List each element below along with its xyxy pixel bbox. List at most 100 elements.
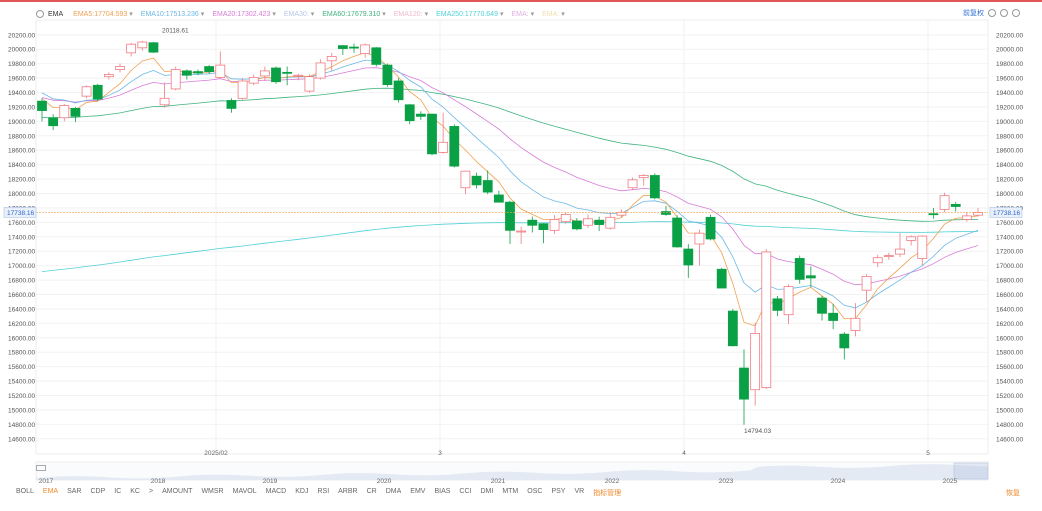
tab-amount[interactable]: AMOUNT xyxy=(162,488,193,495)
tab-vr[interactable]: VR xyxy=(574,488,585,495)
adjust-mode-link[interactable]: 前复权 xyxy=(963,10,984,17)
refresh-icon[interactable] xyxy=(988,9,996,17)
y-tick-label-right: 19400.00 xyxy=(996,90,1023,97)
tab-cdp[interactable]: CDP xyxy=(90,488,106,495)
candle-body xyxy=(928,213,939,216)
y-tick-label-right: 16400.00 xyxy=(996,306,1023,313)
candle-body xyxy=(326,56,337,62)
zoom-in-icon[interactable] xyxy=(1012,9,1020,17)
y-tick-label-left: 14800.00 xyxy=(8,422,35,429)
tab-kdj[interactable]: KDJ xyxy=(295,488,309,495)
caret-icon: ▾ xyxy=(499,11,504,18)
tab-rsi[interactable]: RSI xyxy=(317,488,330,495)
candle-body xyxy=(282,71,293,74)
caret-icon: ▾ xyxy=(561,11,565,18)
candle-body xyxy=(605,216,616,229)
candle-body xyxy=(649,175,660,199)
tab-wmsr[interactable]: WMSR xyxy=(201,488,224,495)
tab-boll[interactable]: BOLL xyxy=(16,488,34,495)
candle-body xyxy=(939,195,950,210)
candle-body xyxy=(883,255,894,257)
tab-bias[interactable]: BIAS xyxy=(434,488,451,495)
candle-body xyxy=(839,333,850,349)
y-tick-label-left: 19400.00 xyxy=(8,90,35,97)
candle-body xyxy=(505,201,515,231)
settings-icon[interactable] xyxy=(36,10,44,18)
candle-body xyxy=(315,62,326,79)
candle-body xyxy=(360,44,371,54)
y-tick-label-left: 16200.00 xyxy=(8,321,35,328)
tab-kc[interactable]: KC xyxy=(130,488,140,495)
candle-body xyxy=(37,100,47,111)
y-tick-label-left: 17200.00 xyxy=(8,249,35,256)
candle-body xyxy=(950,203,961,207)
legend-item: EMA: ▾ xyxy=(511,11,535,18)
candle-body xyxy=(973,212,983,216)
tab-osc[interactable]: OSC xyxy=(527,488,543,495)
candle-body xyxy=(616,211,627,216)
tab-sar[interactable]: SAR xyxy=(67,488,82,495)
candle-body xyxy=(271,67,281,83)
candle-body xyxy=(159,97,170,106)
navigator-year-label: 2021 xyxy=(491,478,506,485)
tab-ema[interactable]: EMA xyxy=(42,488,59,495)
current-price-label-left: 17738.16 xyxy=(7,210,34,217)
y-tick-label-right: 19600.00 xyxy=(996,76,1023,83)
candle-body xyxy=(226,100,237,109)
x-tick-label: 4 xyxy=(682,450,686,457)
tab-dmi[interactable]: DMI xyxy=(480,488,494,495)
tab-mtm[interactable]: MTM xyxy=(502,488,519,495)
candle-body xyxy=(549,219,560,231)
y-tick-label-right: 18600.00 xyxy=(996,148,1023,155)
y-tick-label-left: 17400.00 xyxy=(8,234,35,241)
candle-body xyxy=(872,257,883,264)
y-tick-label-left: 16400.00 xyxy=(8,306,35,313)
tab-macd[interactable]: MACD xyxy=(265,488,287,495)
y-tick-label-right: 15200.00 xyxy=(996,393,1023,400)
y-tick-label-right: 19000.00 xyxy=(996,119,1023,126)
tab-ic[interactable]: IC xyxy=(114,488,122,495)
candle-body xyxy=(527,219,538,226)
caret-icon: ▾ xyxy=(200,11,205,18)
ema20-line xyxy=(41,67,979,286)
legend-item: EMA30: ▾ xyxy=(283,11,315,18)
candle-body xyxy=(850,317,861,331)
tab-psy[interactable]: PSY xyxy=(551,488,566,495)
candle-body xyxy=(638,175,649,179)
navigator-handle-icon[interactable] xyxy=(36,465,46,471)
current-price-label-right: 17738.16 xyxy=(993,210,1020,217)
tab-cr[interactable]: CR xyxy=(366,488,377,495)
y-tick-label-right: 16600.00 xyxy=(996,292,1023,299)
y-tick-label-left: 18000.00 xyxy=(8,191,35,198)
tab-cci[interactable]: CCI xyxy=(459,488,472,495)
tab-dma[interactable]: DMA xyxy=(385,488,402,495)
candle-body xyxy=(761,251,772,388)
y-tick-label-left: 19800.00 xyxy=(8,61,35,68)
candle-body xyxy=(493,194,504,203)
candle-body xyxy=(583,218,593,226)
candle-body xyxy=(817,297,827,314)
ema5-line xyxy=(41,52,979,327)
tab-mavol[interactable]: MAVOL xyxy=(232,488,257,495)
reset-button[interactable]: 恢复 xyxy=(1006,490,1020,497)
y-tick-label-right: 15600.00 xyxy=(996,364,1023,371)
tab-indicator-settings[interactable]: 指标管理 xyxy=(593,490,622,497)
caret-icon: ▾ xyxy=(382,11,386,18)
tab-arbr[interactable]: ARBR xyxy=(338,488,358,495)
candle-body xyxy=(917,235,928,259)
y-tick-label-right: 17000.00 xyxy=(996,263,1023,270)
legend-name: EMA xyxy=(48,10,64,18)
zoom-out-icon[interactable] xyxy=(1000,9,1008,17)
candle-body xyxy=(772,298,783,311)
chevron-right-icon[interactable]: > xyxy=(149,488,154,495)
y-tick-label-left: 19600.00 xyxy=(8,76,35,83)
candle-body xyxy=(683,248,694,266)
high-label: 20118.61 xyxy=(162,28,189,35)
y-tick-label-left: 15000.00 xyxy=(8,407,35,414)
tab-emv[interactable]: EMV xyxy=(410,488,426,495)
navigator-window xyxy=(953,462,989,480)
candle-body xyxy=(393,80,404,101)
candle-body xyxy=(861,276,872,291)
candle-body xyxy=(427,113,437,155)
